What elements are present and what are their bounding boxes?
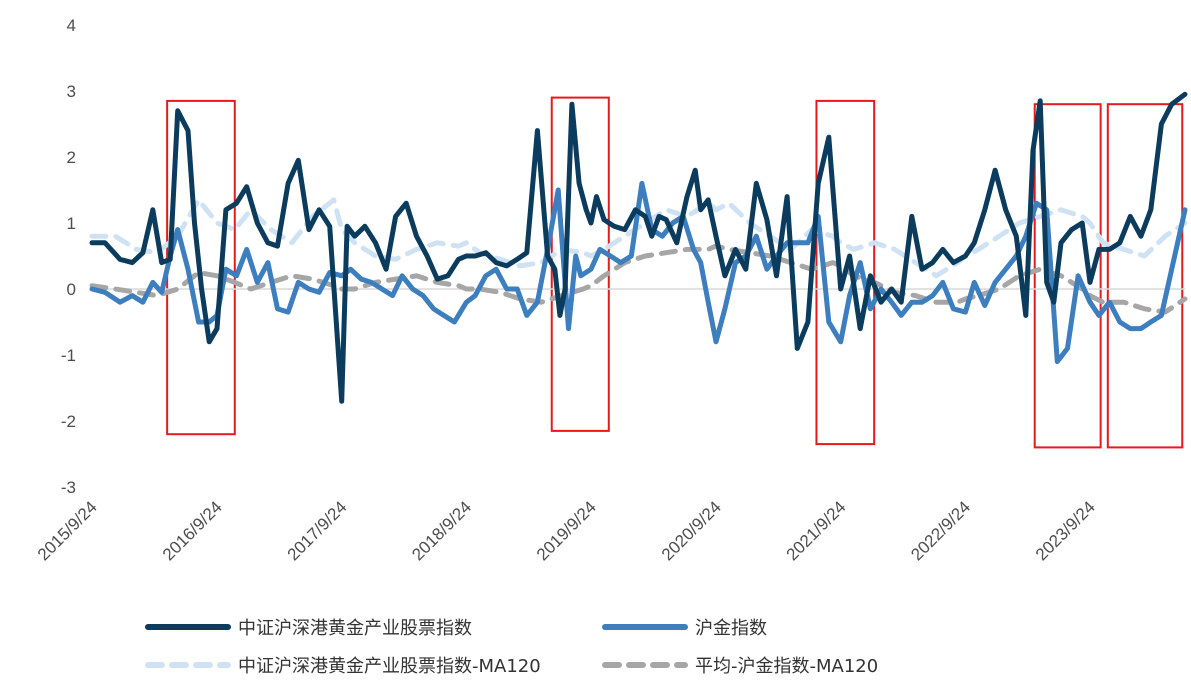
y-tick-label: 0	[67, 280, 76, 299]
y-tick-label: -1	[61, 346, 76, 365]
x-tick-label: 2017/9/24	[284, 497, 351, 564]
y-tick-label: 1	[67, 214, 76, 233]
y-tick-label: 3	[67, 82, 76, 101]
series-line-1	[89, 91, 1188, 404]
x-tick-label: 2015/9/24	[34, 497, 101, 564]
legend-label-3: 中证沪深港黄金产业股票指数-MA120	[238, 656, 541, 677]
series-line-4	[89, 243, 1188, 315]
y-tick-label: -2	[61, 412, 76, 431]
highlight-box-3	[815, 99, 876, 446]
legend-label-1: 中证沪深港黄金产业股票指数	[238, 618, 472, 639]
y-tick-label: 2	[67, 148, 76, 167]
x-tick-label: 2022/9/24	[907, 497, 974, 564]
x-tick-label: 2018/9/24	[408, 497, 475, 564]
highlight-box-4	[1033, 103, 1102, 449]
highlight-box-5	[1106, 103, 1184, 449]
y-tick-label: -3	[61, 478, 76, 497]
series-lines	[89, 91, 1188, 404]
series-line-2	[89, 180, 1188, 365]
legend-label-4: 平均-沪金指数-MA120	[695, 656, 878, 677]
x-tick-label: 2021/9/24	[783, 497, 850, 564]
highlight-boxes	[166, 96, 1184, 449]
series-line-3	[89, 197, 1188, 279]
x-tick-label: 2023/9/24	[1032, 497, 1099, 564]
x-tick-label: 2019/9/24	[533, 497, 600, 564]
y-axis: -3 -2 -1 0 1 2 3 4	[61, 16, 76, 497]
x-tick-label: 2016/9/24	[159, 497, 226, 564]
legend-label-2: 沪金指数	[695, 618, 767, 639]
y-tick-label: 4	[67, 16, 76, 35]
x-axis: 2015/9/24 2016/9/24 2017/9/24 2018/9/24 2019…	[34, 497, 1099, 564]
x-tick-label: 2020/9/24	[658, 497, 725, 564]
